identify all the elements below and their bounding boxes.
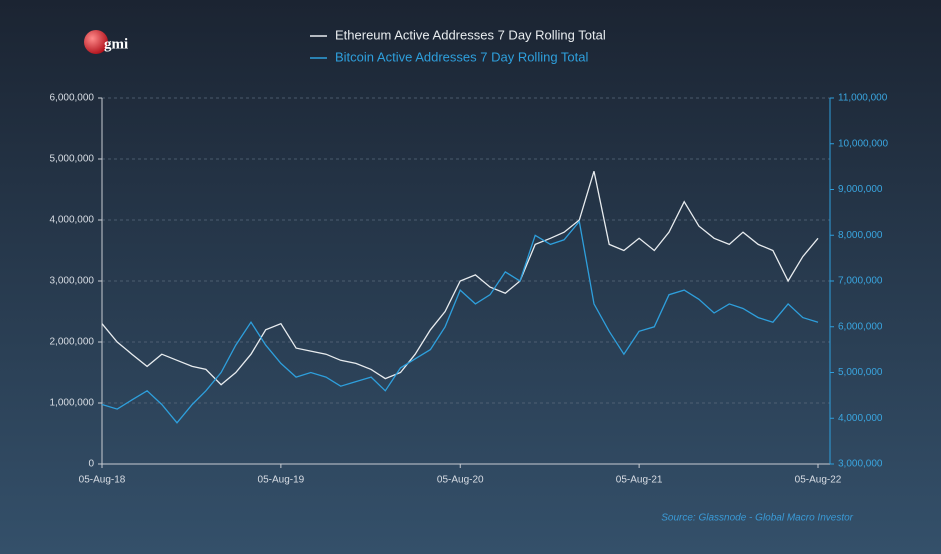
legend-label: Bitcoin Active Addresses 7 Day Rolling T… <box>335 49 589 64</box>
y-tick-label: 6,000,000 <box>50 93 95 104</box>
source: Source: Glassnode - Global Macro Investo… <box>661 513 853 524</box>
y2-tick-label: 4,000,000 <box>838 413 883 424</box>
series-line <box>101 220 819 424</box>
y-tick-label: 0 <box>88 459 94 470</box>
x-tick-label: 05-Aug-18 <box>79 475 126 486</box>
x-tick-label: 05-Aug-22 <box>795 475 842 486</box>
y2-tick-label: 10,000,000 <box>838 138 888 149</box>
y2-tick-label: 11,000,000 <box>838 93 888 104</box>
x-tick-label: 05-Aug-19 <box>258 475 305 486</box>
y-tick-label: 4,000,000 <box>50 215 95 226</box>
y2-tick-label: 6,000,000 <box>838 321 883 332</box>
y-tick-label: 2,000,000 <box>50 337 95 348</box>
y-tick-label: 1,000,000 <box>50 398 95 409</box>
series-line <box>101 171 819 386</box>
x-tick-label: 05-Aug-21 <box>616 475 663 486</box>
y2-tick-label: 7,000,000 <box>838 276 883 287</box>
logo: gmi <box>104 36 128 52</box>
x-tick-label: 05-Aug-20 <box>437 475 484 486</box>
y-tick-label: 3,000,000 <box>50 276 95 287</box>
y2-tick-label: 9,000,000 <box>838 184 883 195</box>
y2-tick-label: 5,000,000 <box>838 367 883 378</box>
y2-tick-label: 3,000,000 <box>838 459 883 470</box>
y2-tick-label: 8,000,000 <box>838 230 883 241</box>
legend-label: Ethereum Active Addresses 7 Day Rolling … <box>335 27 606 42</box>
y-tick-label: 5,000,000 <box>50 154 95 165</box>
logo-icon <box>84 30 108 54</box>
